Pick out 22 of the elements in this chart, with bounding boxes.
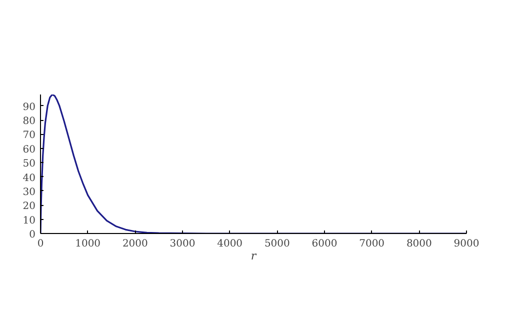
x-axis-title: r xyxy=(250,250,257,262)
y-tick-label: 20 xyxy=(22,201,36,212)
y-tick-label: 10 xyxy=(22,215,36,226)
x-tick-label: 2000 xyxy=(122,238,148,250)
x-tick-label: 1000 xyxy=(75,238,101,250)
y-tick-label: 90 xyxy=(22,102,36,113)
x-tick-label: 4000 xyxy=(217,238,243,250)
x-tick-label: 8000 xyxy=(406,238,432,250)
y-tick-label: 60 xyxy=(22,144,36,156)
y-tick-label: 70 xyxy=(22,130,36,142)
y-tick-label: 40 xyxy=(22,172,36,184)
y-tick-label: 50 xyxy=(22,158,36,170)
y-tick-label: 0 xyxy=(29,230,36,240)
y-tick-label: 80 xyxy=(22,116,36,128)
x-tick-label: 5000 xyxy=(264,238,290,250)
x-tick-label: 0 xyxy=(37,238,44,250)
line-series xyxy=(40,94,466,234)
y-tick-label: 30 xyxy=(22,186,36,198)
x-tick-label: 9000 xyxy=(454,238,480,250)
x-tick-label: 6000 xyxy=(312,238,338,250)
x-tick-label: 7000 xyxy=(359,238,385,250)
x-tick-label: 3000 xyxy=(170,238,196,250)
